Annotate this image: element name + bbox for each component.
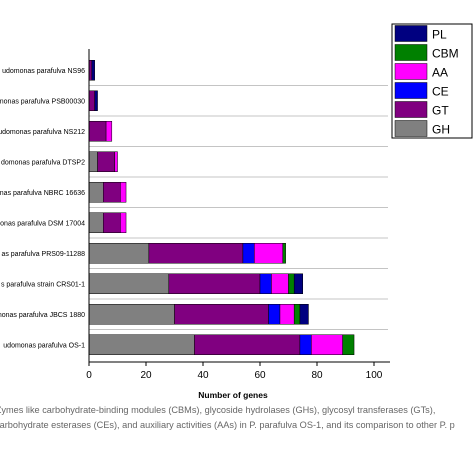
legend-box [391,23,473,139]
bar-segment-gh [88,273,170,294]
bar-segment-cbm [293,304,301,325]
y-tick-label: nonas parafulva JBCS 1880 [0,312,85,319]
bar-segment-gt [88,121,107,142]
legend: PL CBM AA CE GT GH [391,23,473,139]
bar-segment-gt [168,273,261,294]
legend-label-aa: AA [432,66,448,80]
bar-segment-aa [271,273,289,294]
legend-label-ce: CE [432,85,449,99]
y-tick-label: domonas parafulva DTSP2 [1,159,85,166]
bar-segment-gt [88,90,95,111]
legend-swatch-gh [394,120,428,137]
legend-label-cbm: CBM [432,47,459,61]
x-axis-title: Number of genes [198,390,268,400]
x-tick-label: 0 [86,370,92,381]
bar-segment-cbm [282,243,286,264]
legend-swatch-ce [394,82,428,99]
bar-segment-aa [254,243,284,264]
x-tick-label: 20 [140,370,152,381]
x-tick-label: 60 [254,370,266,381]
bar-segment-ce [268,304,281,325]
gridlines [89,85,388,330]
legend-label-gt: GT [432,104,449,118]
bar-segment-aa [311,334,343,355]
legend-swatch-gt [394,101,428,118]
y-tick-label: udomonas parafulva NS96 [2,68,85,75]
bar-segment-gh [88,212,104,233]
figure-caption: CAZymes like carbohydrate-binding module… [0,403,474,463]
bar-segment-pl [91,60,95,81]
legend-label-gh: GH [432,123,450,137]
bar-segment-gt [103,182,121,203]
axes [88,49,390,366]
bar-segment-gt [194,334,301,355]
legend-label-pl: PL [432,28,447,42]
bar-segment-gt [148,243,244,264]
bar-segment-ce [259,273,272,294]
bar-segment-pl [293,273,304,294]
bar-segment-gh [88,151,98,172]
x-tick-label: 80 [311,370,323,381]
x-tick-labels: 0 20 40 60 80 100 [86,370,383,381]
caption-line-2: carbohydrate esterases (CEs), and auxili… [0,420,455,430]
bar-segment-aa [120,182,127,203]
legend-swatch-pl [394,25,428,42]
legend-swatch-cbm [394,44,428,61]
bar-segment-ce [242,243,255,264]
y-tick-label: nas parafulva NBRC 16636 [0,190,85,197]
y-tick-label: as parafulva PRS09-11288 [1,251,85,258]
bar-segment-gh [88,243,150,264]
y-tick-label: s parafulva strain CRS01-1 [1,281,85,288]
bar-segment-aa [114,151,118,172]
bar-segment-gt [174,304,269,325]
bar-segment-ce [299,334,312,355]
bar-segment-cbm [288,273,295,294]
y-tick-labels: udomonas parafulva NS96 nonas parafulva P… [0,68,85,350]
caption-line-1: CAZymes like carbohydrate-binding module… [0,405,436,415]
legend-swatch-aa [394,63,428,80]
y-tick-label: monas parafulva DSM 17004 [0,220,85,227]
bar-segment-aa [105,121,113,142]
bar-segment-gt [103,212,121,233]
bar-segment-gh [88,304,175,325]
y-tick-label: udomonas parafulva NS212 [0,129,85,136]
bar-segment-aa [120,212,127,233]
bar-segment-pl [299,304,309,325]
x-tick-label: 40 [197,370,209,381]
bar-segment-gt [97,151,115,172]
x-tick-label: 100 [366,370,383,381]
bar-segment-gh [88,334,195,355]
bar-segment-aa [279,304,295,325]
y-tick-label: nonas parafulva PSB00030 [0,98,85,105]
bar-segment-gh [88,182,104,203]
bar-segment-cbm [342,334,355,355]
bar-segment-pl [94,90,98,111]
bars [88,60,355,355]
y-tick-label: udomonas parafulva OS-1 [3,342,85,349]
